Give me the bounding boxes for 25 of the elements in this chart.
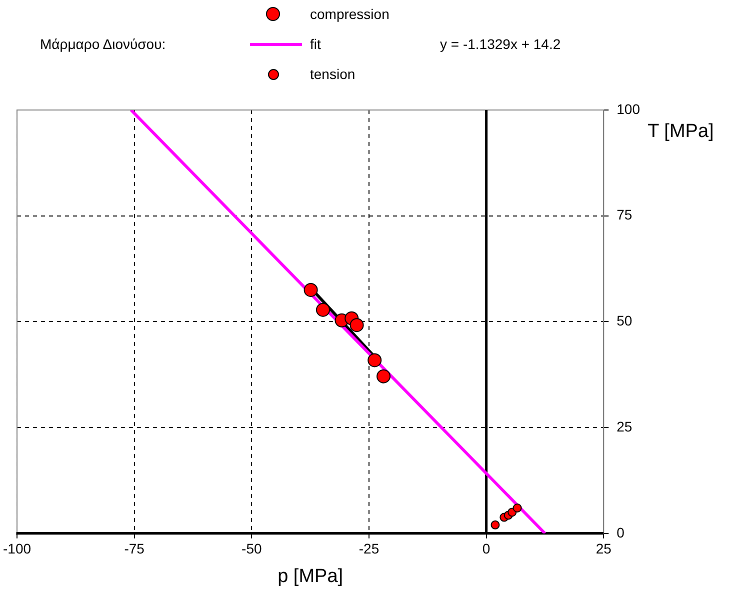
point bbox=[368, 353, 382, 368]
x-tick-label: -50 bbox=[242, 540, 262, 557]
point bbox=[316, 302, 330, 317]
y-tick-label: 0 bbox=[616, 524, 625, 540]
x-axis-title: p [MPa] bbox=[278, 566, 344, 587]
text: y = -1.1329x + 14.2 bbox=[440, 36, 561, 52]
point bbox=[512, 503, 522, 512]
legend-label: tension bbox=[310, 66, 356, 82]
point bbox=[350, 318, 364, 332]
legend-label: fit bbox=[310, 36, 321, 52]
x-tick-label: -75 bbox=[124, 540, 145, 557]
y-axis-title: T [MPa] bbox=[648, 121, 714, 142]
x-tick-label: 25 bbox=[596, 540, 612, 557]
point bbox=[490, 520, 500, 530]
y-tick-label: 50 bbox=[616, 312, 632, 329]
point bbox=[376, 369, 391, 384]
legend-label: compression bbox=[310, 6, 390, 22]
y-tick-label: 75 bbox=[616, 206, 632, 223]
point bbox=[304, 282, 318, 297]
legend-title: Μάρμαρο Διονύσου: bbox=[40, 36, 166, 52]
y-tick-label: 100 bbox=[616, 100, 640, 117]
x-tick-label: -25 bbox=[358, 540, 380, 557]
x-tick-label: 0 bbox=[482, 540, 490, 557]
x-tick-label: -100 bbox=[2, 540, 32, 557]
y-tick-label: 25 bbox=[616, 418, 632, 434]
